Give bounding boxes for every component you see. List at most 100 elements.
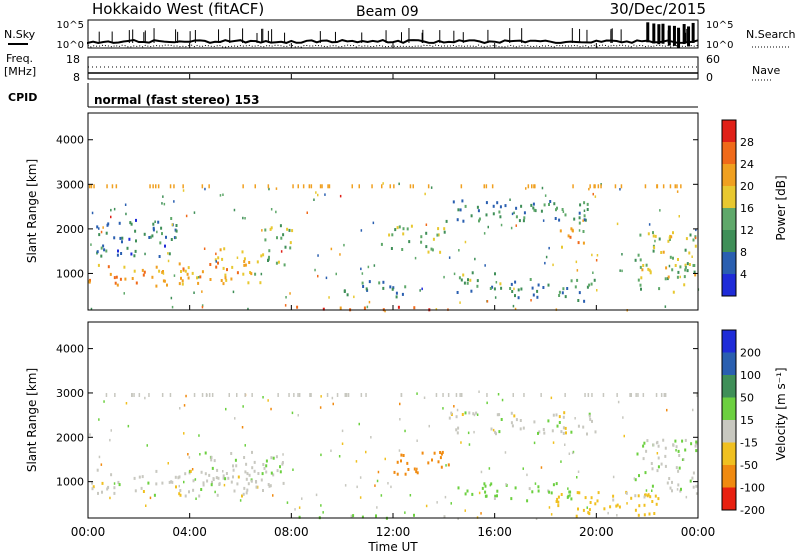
heat-cell xyxy=(315,191,317,194)
heat-cell xyxy=(662,438,665,442)
heat-cell xyxy=(160,226,163,230)
heat-cell xyxy=(621,253,623,256)
heat-cell xyxy=(458,276,461,280)
power-cbar-segment xyxy=(722,186,736,208)
heat-cell xyxy=(216,493,219,497)
heat-cell xyxy=(344,484,347,487)
power-cbar-tick: 20 xyxy=(740,180,754,193)
heat-cell xyxy=(155,469,158,473)
heat-cell xyxy=(656,452,659,455)
heat-cell xyxy=(647,267,650,271)
heat-cell xyxy=(666,481,669,485)
heat-cell xyxy=(683,275,686,279)
heat-cell xyxy=(420,235,423,239)
heat-cell xyxy=(534,184,536,189)
power-cbar-segment xyxy=(722,120,736,142)
heat-cell xyxy=(185,214,188,218)
heat-cell xyxy=(368,300,371,304)
heat-cell xyxy=(568,452,571,455)
nsky-bar xyxy=(687,26,691,47)
beam-label: Beam 09 xyxy=(356,4,419,20)
heat-cell xyxy=(260,478,263,482)
heat-cell xyxy=(643,441,646,445)
heat-cell xyxy=(358,184,360,189)
heat-cell xyxy=(102,226,104,229)
heat-cell xyxy=(168,252,171,256)
heat-cell xyxy=(468,411,471,415)
heat-cell xyxy=(559,229,562,233)
velocity-cbar-tick: 200 xyxy=(740,347,761,360)
heat-cell xyxy=(537,431,539,435)
heat-cell xyxy=(325,276,328,280)
heat-cell xyxy=(187,453,189,456)
heat-cell xyxy=(236,393,238,397)
heat-cell xyxy=(560,493,563,496)
heat-cell xyxy=(376,506,378,509)
heat-cell xyxy=(597,184,600,189)
heat-cell xyxy=(461,199,464,203)
heat-cell xyxy=(275,261,278,265)
heat-cell xyxy=(421,287,423,291)
heat-cell xyxy=(317,193,319,197)
heat-cell xyxy=(558,218,561,222)
heat-cell xyxy=(430,247,433,251)
heat-cell xyxy=(310,184,313,189)
heat-cell xyxy=(269,484,272,488)
heat-cell xyxy=(670,235,673,239)
heat-cell xyxy=(167,252,169,255)
heat-cell xyxy=(230,480,233,484)
heat-cell xyxy=(622,416,624,419)
heat-cell xyxy=(534,209,537,213)
heat-cell xyxy=(288,393,290,397)
heat-cell xyxy=(230,277,233,281)
heat-cell xyxy=(470,214,473,218)
heat-cell xyxy=(609,505,612,509)
heat-cell xyxy=(681,439,684,443)
heat-cell xyxy=(208,393,211,397)
heat-cell xyxy=(594,430,597,434)
heat-cell xyxy=(170,296,173,300)
heat-cell xyxy=(668,477,671,480)
heat-cell xyxy=(178,282,181,286)
heat-cell xyxy=(186,272,189,276)
heat-cell xyxy=(688,251,691,255)
heat-cell xyxy=(408,240,411,244)
heat-cell xyxy=(320,453,322,457)
power-data-layer xyxy=(88,182,700,313)
heat-cell xyxy=(556,497,559,501)
heat-cell xyxy=(660,393,663,397)
heat-cell xyxy=(250,272,253,276)
heat-cell xyxy=(495,432,497,436)
heat-cell xyxy=(195,497,197,500)
heat-cell xyxy=(184,472,187,476)
heat-cell xyxy=(683,283,686,287)
heat-cell xyxy=(89,278,91,282)
heat-cell xyxy=(496,494,498,498)
heat-cell xyxy=(656,184,659,189)
heat-cell xyxy=(460,184,463,189)
heat-cell xyxy=(110,208,112,212)
heat-cell xyxy=(243,263,246,267)
heat-cell xyxy=(181,279,184,283)
heat-cell xyxy=(144,396,146,400)
heat-cell xyxy=(589,501,592,504)
heat-cell xyxy=(111,184,114,189)
heat-cell xyxy=(671,489,673,493)
heat-cell xyxy=(464,204,467,208)
heat-cell xyxy=(158,255,161,258)
heat-cell xyxy=(634,508,637,512)
heat-cell xyxy=(557,500,560,504)
heat-cell xyxy=(637,393,639,397)
heat-cell xyxy=(665,266,668,270)
heat-cell xyxy=(634,478,637,482)
heat-cell xyxy=(198,494,201,498)
heat-cell xyxy=(412,184,414,189)
heat-cell xyxy=(584,218,587,222)
heat-cell xyxy=(262,253,265,257)
heat-cell xyxy=(292,468,294,471)
heat-cell xyxy=(199,453,201,456)
heat-cell xyxy=(473,413,476,417)
power-cbar-tick: 4 xyxy=(740,268,747,281)
heat-cell xyxy=(155,184,157,189)
heat-cell xyxy=(625,491,628,495)
